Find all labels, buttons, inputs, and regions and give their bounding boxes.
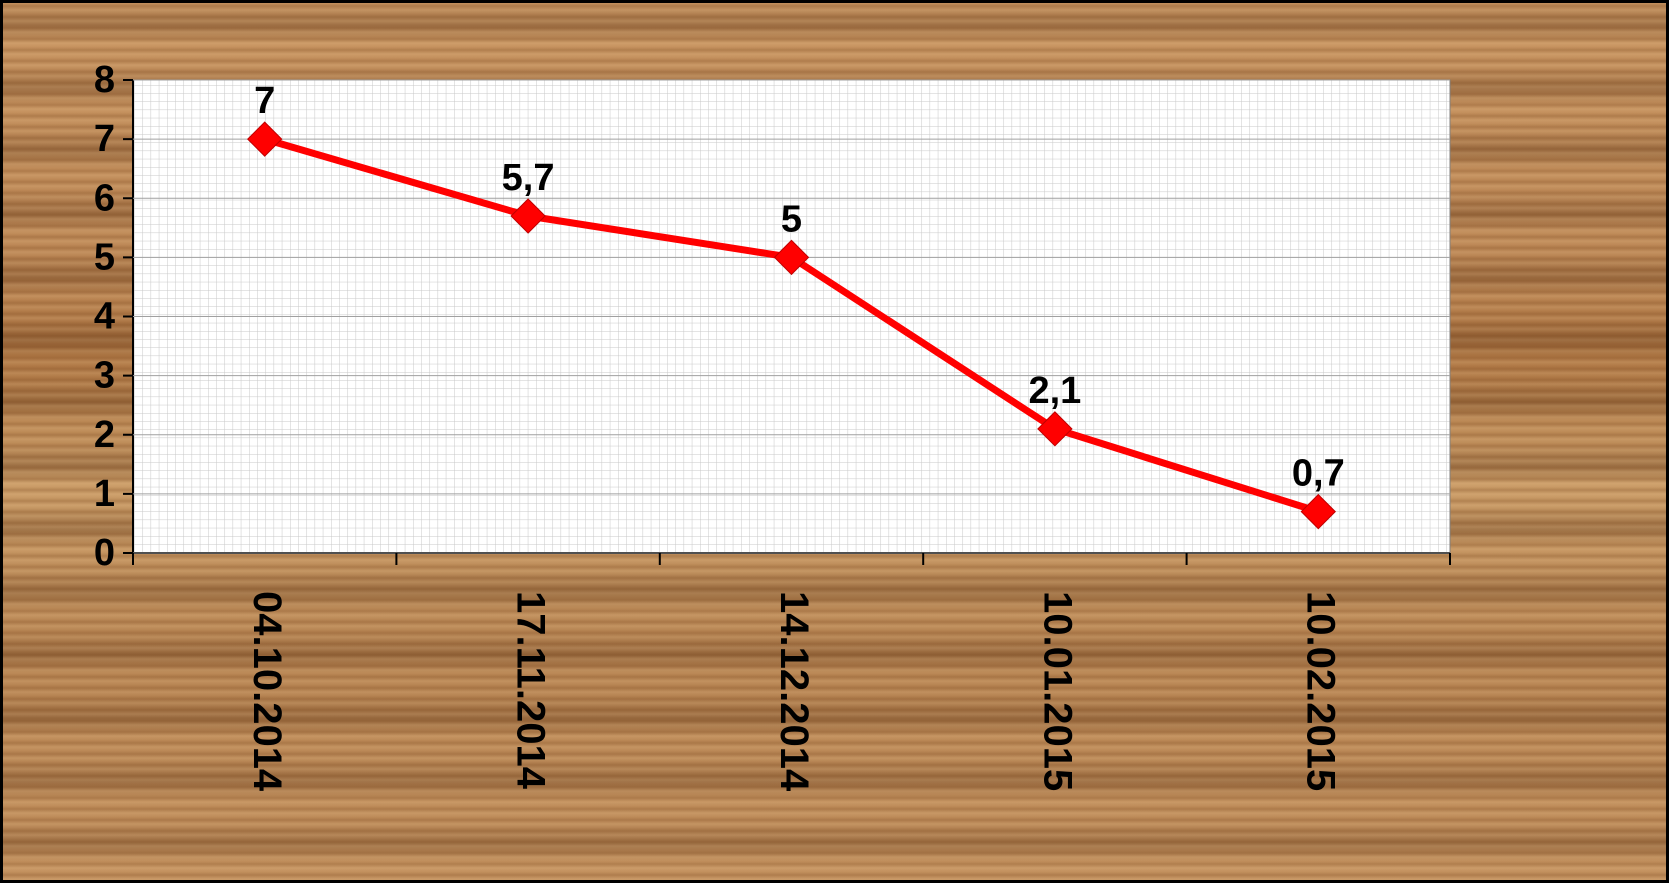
value-label: 5 bbox=[781, 198, 802, 240]
chart: 0 1 2 3 4 5 6 7 8 04.10.2014 17.11.2014 14.12.2014 1… bbox=[3, 3, 1666, 880]
value-label: 0,7 bbox=[1292, 453, 1345, 495]
y-tick-label: 8 bbox=[94, 59, 115, 101]
y-tick-label: 4 bbox=[94, 296, 115, 338]
y-tick-label: 6 bbox=[94, 177, 115, 219]
y-tick-label: 7 bbox=[94, 118, 115, 160]
x-tick-label: 17.11.2014 bbox=[509, 591, 553, 790]
x-tick-label: 10.01.2015 bbox=[1035, 591, 1079, 791]
y-tick-label: 2 bbox=[94, 414, 115, 456]
x-tick-label: 14.12.2014 bbox=[772, 591, 816, 792]
x-tick-label: 04.10.2014 bbox=[245, 591, 289, 792]
y-tick-label: 1 bbox=[94, 473, 115, 515]
value-label: 5,7 bbox=[502, 157, 555, 199]
chart-frame: 0 1 2 3 4 5 6 7 8 04.10.2014 17.11.2014 14.12.2014 1… bbox=[0, 0, 1669, 883]
y-tick-label: 3 bbox=[94, 355, 115, 397]
value-label: 2,1 bbox=[1028, 370, 1081, 412]
value-label: 7 bbox=[254, 80, 275, 122]
y-tick-label: 0 bbox=[94, 532, 115, 574]
y-tick-label: 5 bbox=[94, 236, 115, 278]
x-tick-label: 10.02.2015 bbox=[1299, 591, 1343, 791]
